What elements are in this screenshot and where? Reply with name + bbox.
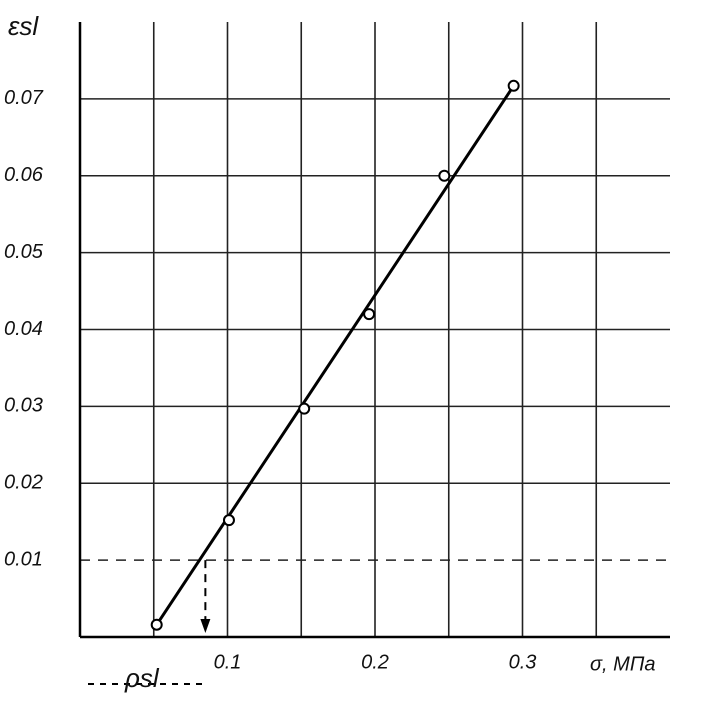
y-tick-label: 0.07 <box>4 87 44 109</box>
data-point <box>298 402 311 415</box>
y-tick-label: 0.04 <box>4 318 43 340</box>
annotation: ρsl <box>124 663 160 693</box>
data-point <box>363 308 376 321</box>
data-point <box>507 79 520 92</box>
arrow-head <box>200 619 211 633</box>
data-point <box>222 514 235 527</box>
x-tick-label: 0.2 <box>361 651 389 673</box>
y-axis-label: εsl <box>8 11 39 41</box>
data-point <box>150 618 163 631</box>
y-tick-label: 0.02 <box>4 472 43 494</box>
data-point <box>438 169 451 182</box>
x-axis-label: σ, MПа <box>590 653 655 675</box>
y-tick-label: 0.05 <box>4 241 44 263</box>
y-tick-label: 0.03 <box>4 395 43 417</box>
x-tick-label: 0.1 <box>214 651 242 673</box>
y-tick-label: 0.01 <box>4 548 43 570</box>
x-tick-label: 0.3 <box>509 651 537 673</box>
y-tick-label: 0.06 <box>4 164 44 186</box>
line <box>155 84 515 626</box>
